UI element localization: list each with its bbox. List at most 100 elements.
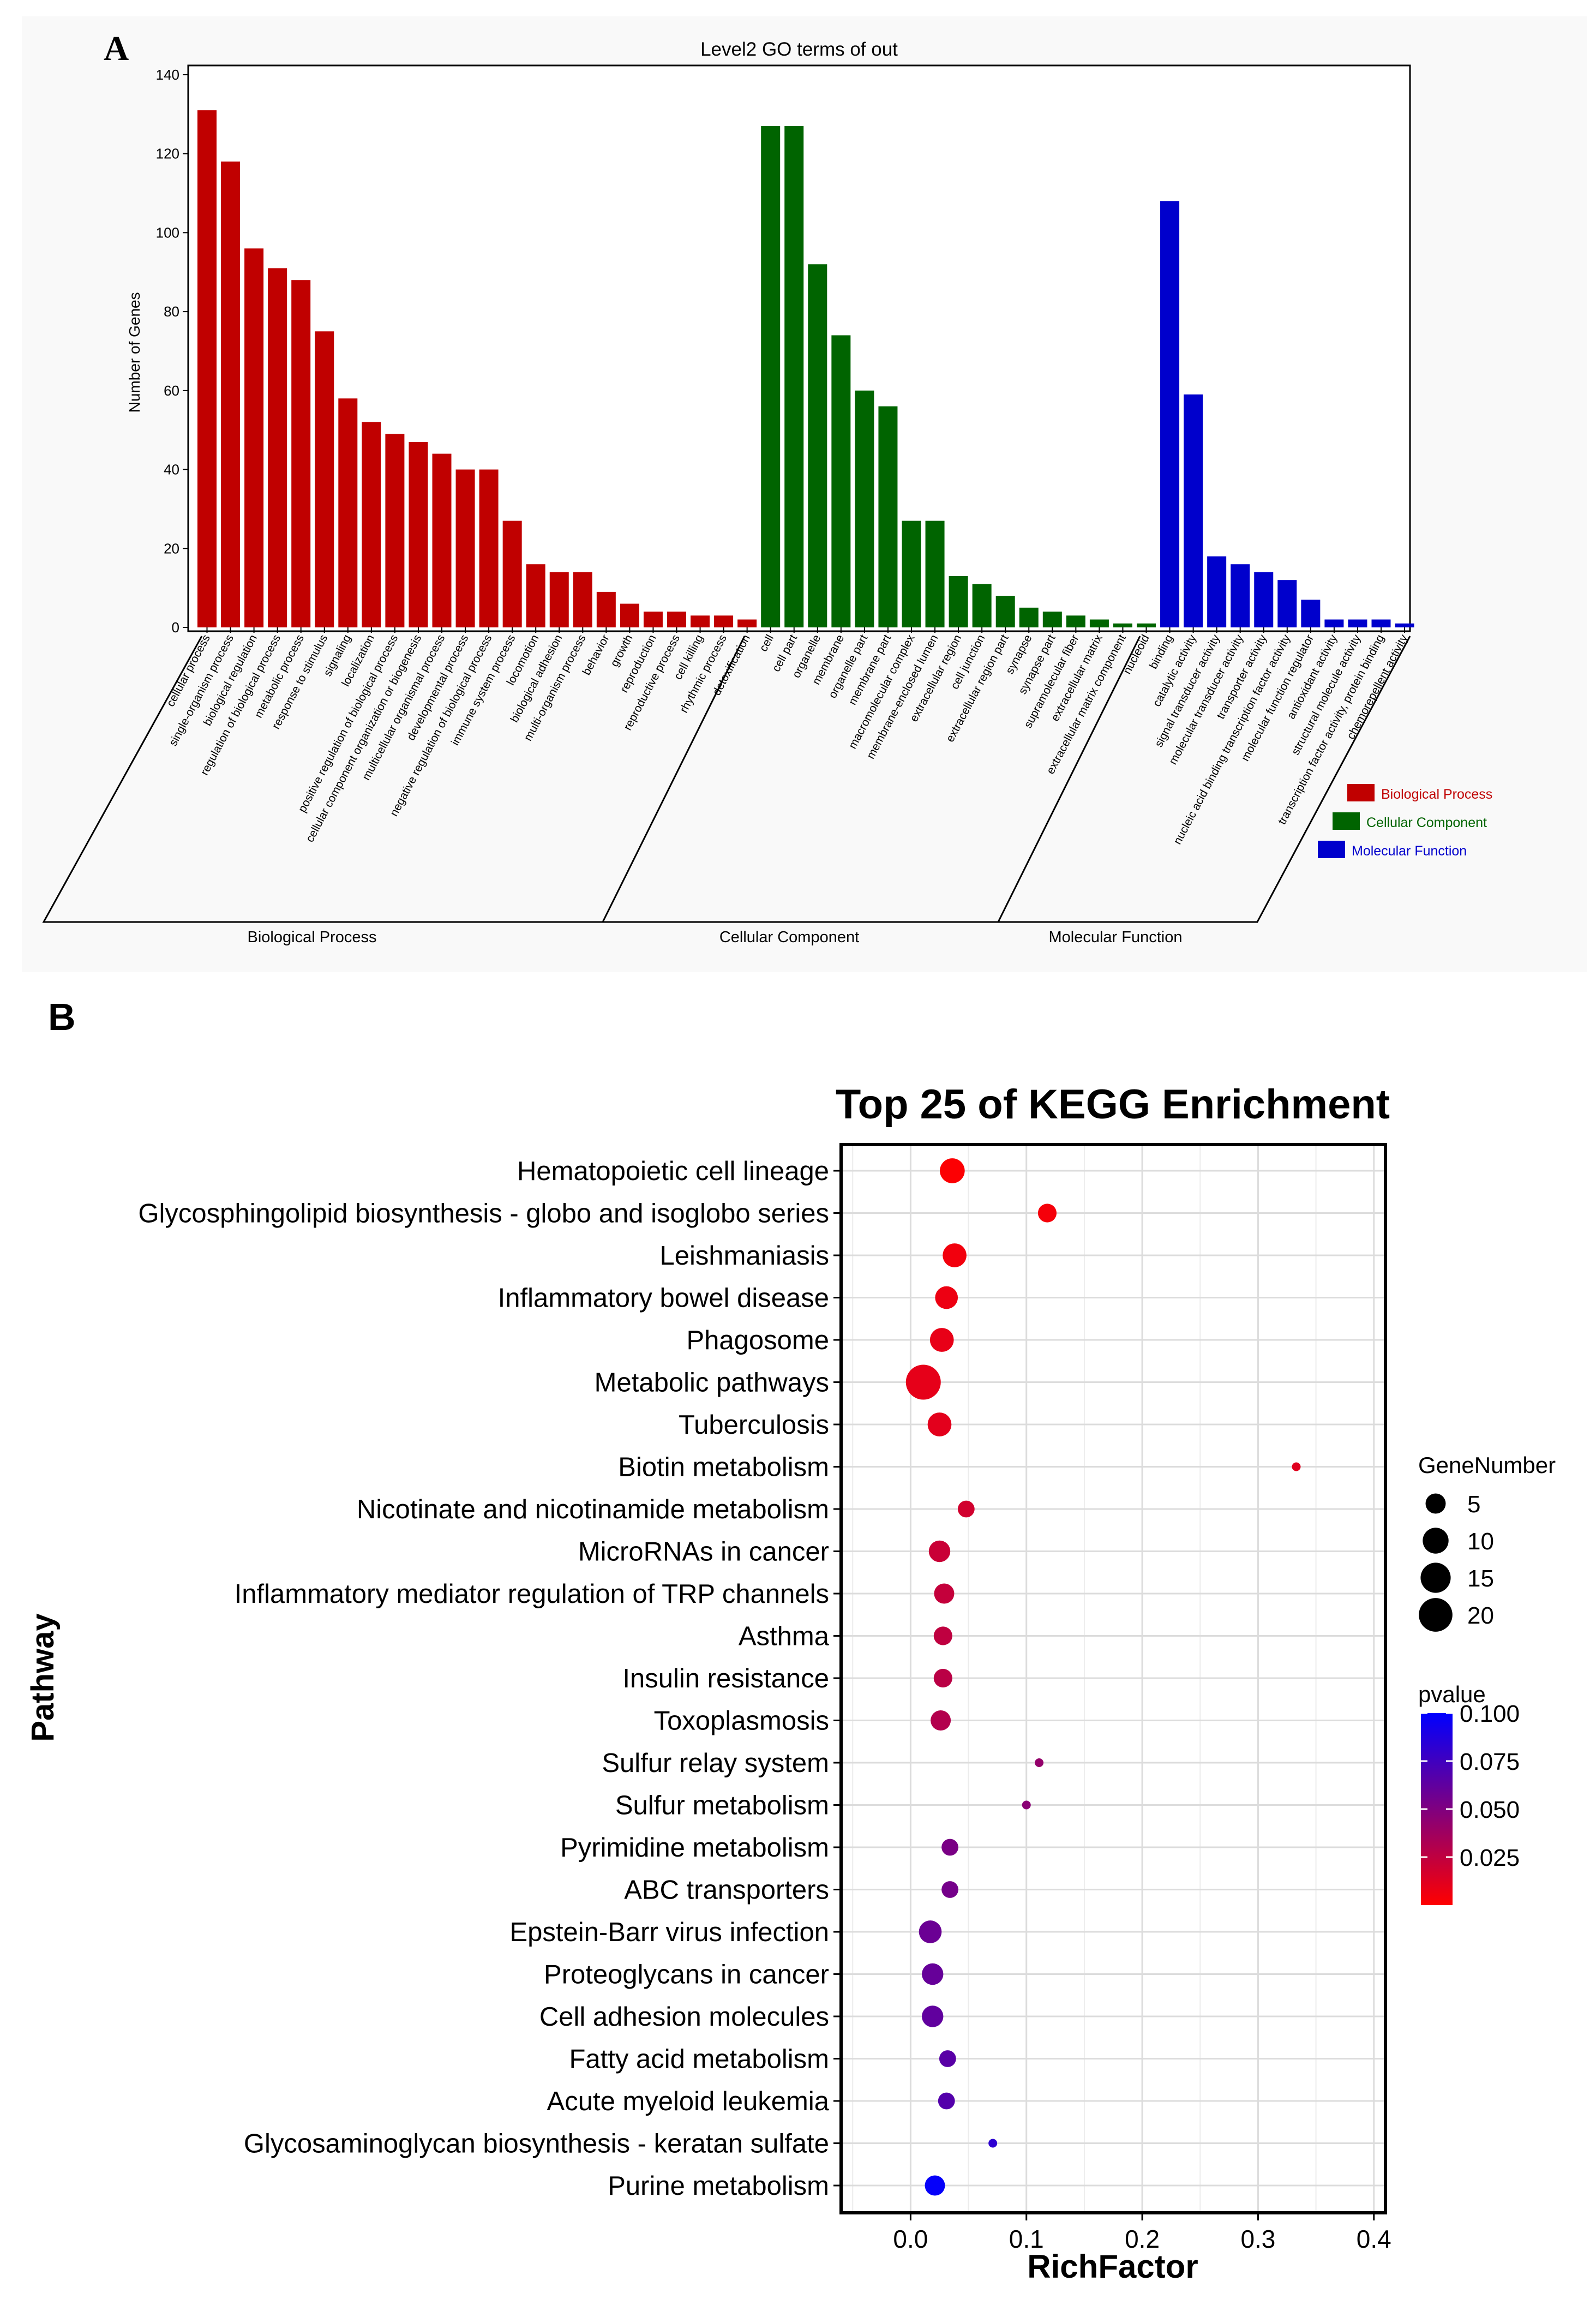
go-bar-reproductive-process xyxy=(667,612,686,627)
colorbar-tick-label: 0.075 xyxy=(1460,1749,1520,1775)
go-y-ticks: 0 20 40 60 80 100 120 140 xyxy=(156,67,188,636)
go-bar-reproduction xyxy=(643,612,663,627)
kegg-grid xyxy=(841,1145,1385,2213)
legend-swatch-cc xyxy=(1333,812,1360,830)
kegg-pathway-label: Epstein-Barr virus infection xyxy=(509,1918,829,1947)
kegg-pathway-label: Insulin resistance xyxy=(622,1664,829,1693)
go-bar-extracellular-matrix xyxy=(1089,619,1109,627)
colorbar-tick-label: 0.050 xyxy=(1460,1797,1520,1823)
legend-swatch-mf xyxy=(1318,841,1345,858)
kegg-size-legend: GeneNumber 5 10 15 20 xyxy=(1418,1452,1556,1632)
size-legend-label: 15 xyxy=(1467,1565,1494,1592)
kegg-pathway-label: Nicotinate and nicotinamide metabolism xyxy=(357,1495,829,1524)
go-y-tick-label: 40 xyxy=(164,462,179,478)
kegg-point-micrornas-in-cancer xyxy=(928,1540,951,1562)
kegg-x-tick-label: 0.4 xyxy=(1357,2225,1391,2253)
go-bar-multicellular-organismal-process xyxy=(432,453,452,627)
go-group-label-bp: Biological Process xyxy=(248,929,377,946)
go-bar-membrane-part xyxy=(878,406,898,627)
go-bar-localization xyxy=(362,422,381,627)
go-bar-synapse-part xyxy=(1042,612,1062,627)
go-bar-synapse xyxy=(1019,607,1039,627)
kegg-point-epstein-barr-virus-infection xyxy=(919,1920,942,1943)
go-group-brackets: Biological Process Cellular Component Mo… xyxy=(42,636,1411,946)
go-bar-biological-adhesion xyxy=(549,572,569,627)
kegg-pathway-label: Sulfur relay system xyxy=(602,1749,829,1778)
kegg-point-hematopoietic-cell-lineage xyxy=(940,1158,965,1183)
panel-b-label: B xyxy=(48,996,76,1038)
size-legend-dot xyxy=(1419,1598,1453,1632)
go-bar-cellular-component-organization-or-biogenesis xyxy=(409,441,428,627)
kegg-pathway-label: MicroRNAs in cancer xyxy=(578,1537,829,1567)
size-legend-label: 10 xyxy=(1467,1528,1494,1555)
go-bar-molecular-transducer-activity xyxy=(1231,564,1250,627)
kegg-point-acute-myeloid-leukemia xyxy=(938,2092,955,2110)
go-bar-membrane xyxy=(831,335,851,627)
go-y-tick-label: 140 xyxy=(156,67,179,83)
go-bar-cell-killing xyxy=(691,615,710,627)
go-bar-single-organism-process xyxy=(221,161,241,628)
colorbar-tick-label: 0.025 xyxy=(1460,1845,1520,1871)
go-bar-molecular-function-regulator xyxy=(1301,600,1321,627)
kegg-point-purine-metabolism xyxy=(925,2175,945,2196)
go-bar-response-to-stimulus xyxy=(315,331,334,627)
kegg-point-sulfur-metabolism xyxy=(1022,1800,1031,1810)
legend-swatch-bp xyxy=(1347,784,1375,801)
kegg-point-metabolic-pathways xyxy=(905,1364,941,1400)
kegg-y-axis-label: Pathway xyxy=(25,1613,61,1741)
kegg-pathway-label: ABC transporters xyxy=(624,1876,829,1905)
colorbar-tick-label: 0.100 xyxy=(1460,1701,1520,1727)
kegg-pathway-label: Metabolic pathways xyxy=(595,1368,829,1398)
go-bar-extracellular-matrix-component xyxy=(1113,623,1132,627)
kegg-point-glycosphingolipid-biosynthesis-globo-and-isoglobo-series xyxy=(1037,1204,1057,1223)
kegg-pathway-label: Acute myeloid leukemia xyxy=(547,2087,830,2116)
go-y-tick-label: 100 xyxy=(156,224,179,241)
go-bar-nucleic-acid-binding-transcription-factor-activity xyxy=(1277,580,1297,627)
kegg-point-proteoglycans-in-cancer xyxy=(922,1963,944,1985)
kegg-x-tick-label: 0.2 xyxy=(1125,2225,1160,2253)
go-group-divider-1 xyxy=(602,636,746,923)
size-legend-label: 20 xyxy=(1467,1602,1494,1629)
kegg-pathway-label: Cell adhesion molecules xyxy=(539,2002,829,2032)
go-bar-organelle xyxy=(808,264,827,627)
go-bar-locomotion xyxy=(526,564,545,627)
go-y-tick-label: 0 xyxy=(172,619,179,636)
go-bar-detoxification xyxy=(737,619,757,627)
kegg-pathway-label: Phagosome xyxy=(686,1326,829,1355)
go-bar-extracellular-region xyxy=(949,576,968,627)
go-y-tick-label: 80 xyxy=(164,303,179,320)
kegg-pathway-label: Leishmaniasis xyxy=(660,1241,830,1271)
kegg-point-leishmaniasis xyxy=(943,1243,967,1267)
kegg-point-glycosaminoglycan-biosynthesis-keratan-sulfate xyxy=(988,2139,998,2148)
kegg-point-sulfur-relay-system xyxy=(1035,1758,1044,1767)
kegg-point-abc-transporters xyxy=(941,1881,959,1898)
kegg-pathway-label: Purine metabolism xyxy=(608,2171,829,2201)
kegg-color-legend: pvalue 0.025 0.050 0.075 0.100 xyxy=(1418,1681,1520,1905)
kegg-point-pyrimidine-metabolism xyxy=(941,1839,959,1856)
kegg-pathway-labels: Hematopoietic cell lineage Glycosphingoli… xyxy=(138,1157,841,2201)
go-bar-immune-system-process xyxy=(502,520,522,627)
kegg-x-ticks: 0.0 0.1 0.2 0.3 0.4 xyxy=(893,2213,1391,2253)
go-group-divider-2 xyxy=(997,636,1141,923)
kegg-pathway-label: Proteoglycans in cancer xyxy=(544,1960,829,1990)
go-bar-negative-regulation-of-biological-process xyxy=(479,469,499,627)
kegg-point-phagosome xyxy=(929,1328,954,1352)
kegg-pathway-label: Hematopoietic cell lineage xyxy=(517,1157,829,1186)
go-bar-structural-molecule-activity xyxy=(1348,619,1367,627)
go-y-tick-label: 20 xyxy=(164,540,179,556)
go-bar-extracellular-region-part xyxy=(995,596,1015,627)
color-legend-title: pvalue xyxy=(1418,1681,1486,1707)
kegg-pathway-label: Sulfur metabolism xyxy=(615,1791,829,1821)
go-bar-cell-junction xyxy=(972,584,992,627)
size-legend-dot xyxy=(1420,1562,1451,1593)
go-bar-membrane-enclosed-lumen xyxy=(925,520,945,627)
kegg-point-nicotinate-and-nicotinamide-metabolism xyxy=(957,1500,975,1518)
kegg-pathway-label: Toxoplasmosis xyxy=(654,1707,829,1736)
go-bar-signaling xyxy=(338,398,358,627)
kegg-bubble-chart: Top 25 of KEGG Enrichment Hematopoietic … xyxy=(25,1081,1556,2285)
go-bar-transporter-activity xyxy=(1254,572,1274,627)
go-bar-supramolecular-fiber xyxy=(1066,615,1085,627)
go-bar-binding xyxy=(1160,201,1180,627)
legend-label-bp: Biological Process xyxy=(1381,787,1492,802)
go-bar-rhythmic-process xyxy=(714,615,734,627)
